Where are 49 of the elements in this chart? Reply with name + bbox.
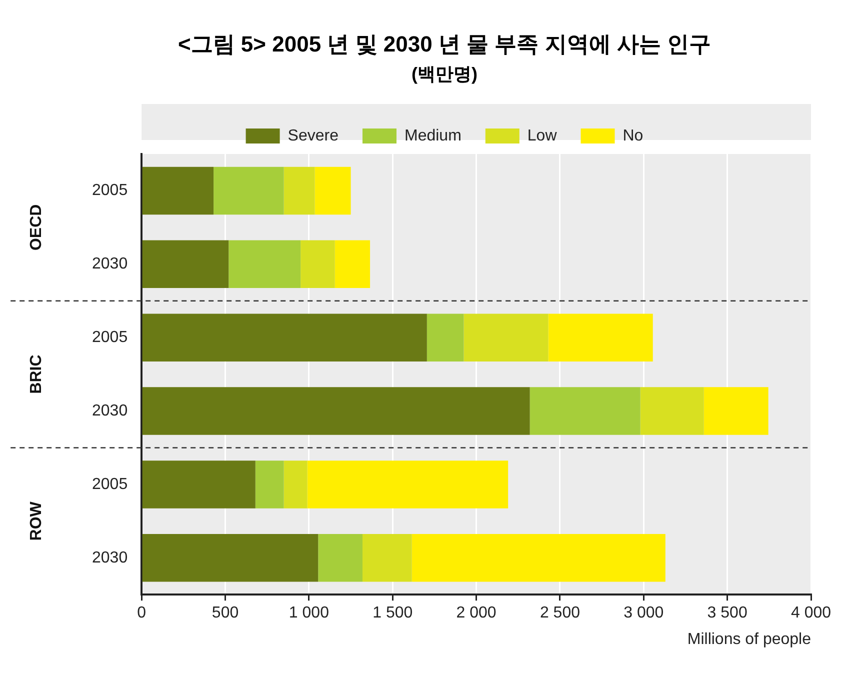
bar <box>362 534 412 582</box>
bar <box>142 534 318 582</box>
bar <box>214 166 284 215</box>
bar <box>142 166 214 215</box>
bar <box>284 460 308 508</box>
y-tick-label: 2005 <box>92 328 128 346</box>
bar <box>464 314 548 362</box>
x-axis-title: Millions of people <box>687 630 812 648</box>
bar <box>412 534 666 582</box>
y-tick-label: 2005 <box>92 182 128 200</box>
bar <box>142 460 256 508</box>
bar <box>255 460 284 508</box>
chart-subtitle: (백만명) <box>412 64 478 84</box>
legend-label: Low <box>527 127 558 144</box>
bar <box>300 240 335 288</box>
x-tick-label: 1 000 <box>288 604 330 622</box>
y-tick-label: 2030 <box>92 256 128 273</box>
x-tick-label: 3 500 <box>707 604 748 622</box>
bar <box>314 166 351 215</box>
bar <box>142 387 530 435</box>
bar <box>307 460 508 508</box>
bar <box>334 240 370 288</box>
y-tick-label: 2030 <box>92 549 128 566</box>
bar <box>640 387 704 435</box>
text: BRIC <box>28 354 45 394</box>
bar <box>704 387 768 435</box>
bar <box>530 387 640 435</box>
x-tick-label: 2 000 <box>456 604 496 622</box>
y-tick-label: 2030 <box>92 402 128 420</box>
text: ROW <box>28 500 45 541</box>
x-tick-label: 3 000 <box>624 604 664 622</box>
x-tick-label: 500 <box>212 604 239 622</box>
legend-label: Severe <box>288 127 339 144</box>
y-tick-label: 2005 <box>92 476 128 493</box>
chart-title: <그림 5> 2005 년 및 2030 년 물 부족 지역에 사는 인구 <box>178 31 712 56</box>
x-tick-label: 0 <box>137 604 146 622</box>
legend-label: No <box>622 127 644 144</box>
legend-label: Medium <box>404 127 462 144</box>
bar <box>142 314 427 362</box>
bar <box>284 166 315 215</box>
bar <box>228 240 301 288</box>
bar <box>548 314 653 362</box>
x-tick-label: 2 500 <box>540 604 580 622</box>
x-tick-label: 4 000 <box>790 604 832 622</box>
bar <box>426 314 464 362</box>
x-tick-label: 1 500 <box>372 604 413 622</box>
bar <box>142 240 229 288</box>
text: OECD <box>28 204 45 251</box>
bar <box>318 534 362 582</box>
